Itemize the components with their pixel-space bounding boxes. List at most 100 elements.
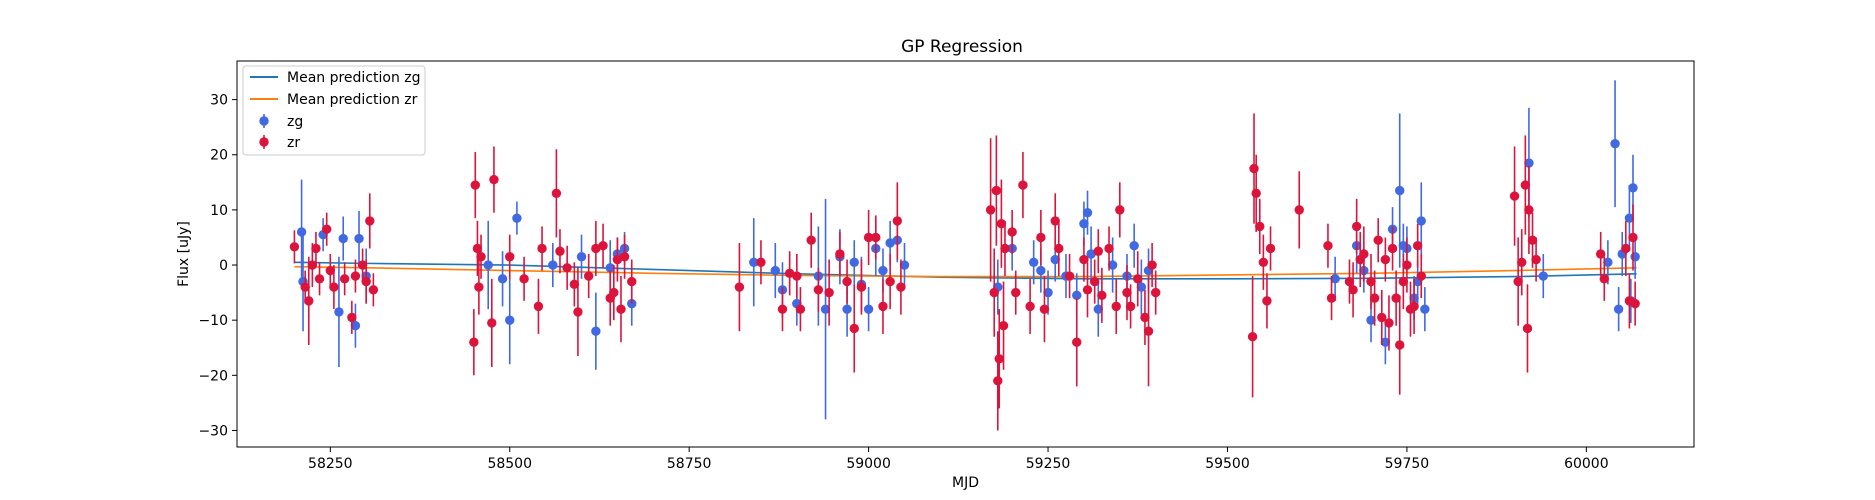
data-point bbox=[1377, 312, 1387, 323]
data-point bbox=[573, 307, 583, 317]
data-point bbox=[998, 320, 1009, 331]
data-point bbox=[1366, 315, 1376, 325]
data-point bbox=[1115, 205, 1125, 215]
data-point bbox=[1628, 232, 1638, 243]
data-point bbox=[361, 276, 371, 287]
data-point bbox=[824, 287, 834, 298]
legend-label-zg: zg bbox=[287, 114, 303, 130]
data-point bbox=[1011, 287, 1021, 298]
data-point bbox=[314, 274, 325, 284]
data-point bbox=[1395, 185, 1405, 196]
data-point bbox=[1036, 265, 1046, 276]
data-point bbox=[489, 174, 499, 185]
data-point bbox=[339, 274, 350, 284]
data-point bbox=[512, 213, 522, 223]
data-point bbox=[1395, 340, 1405, 350]
data-point bbox=[505, 315, 515, 325]
data-point bbox=[1097, 290, 1107, 301]
data-point bbox=[777, 304, 788, 314]
data-point bbox=[619, 252, 630, 262]
data-point bbox=[562, 263, 572, 273]
data-point bbox=[1348, 285, 1358, 295]
plot-area bbox=[289, 80, 1640, 431]
data-point bbox=[1630, 252, 1640, 262]
data-point bbox=[1082, 207, 1093, 218]
data-point bbox=[1140, 312, 1150, 323]
data-point bbox=[1520, 180, 1531, 190]
data-point bbox=[993, 376, 1003, 386]
y-tick-label: 30 bbox=[210, 93, 228, 109]
data-point bbox=[1603, 257, 1613, 267]
data-point bbox=[583, 271, 594, 281]
data-point bbox=[806, 235, 816, 245]
data-point bbox=[474, 282, 484, 292]
y-tick-label: −10 bbox=[198, 313, 228, 329]
legend-label-zr-mean: Mean prediction zr bbox=[287, 92, 418, 108]
data-point bbox=[505, 252, 515, 262]
data-point bbox=[1255, 221, 1265, 232]
x-tick-label: 59250 bbox=[1026, 456, 1071, 472]
data-point bbox=[1409, 301, 1419, 312]
data-point bbox=[627, 276, 637, 287]
data-point bbox=[519, 274, 529, 284]
data-point bbox=[470, 180, 480, 190]
data-point bbox=[1527, 235, 1538, 245]
data-point bbox=[1599, 274, 1609, 284]
x-tick-label: 58750 bbox=[667, 456, 712, 472]
data-point bbox=[591, 326, 601, 336]
data-point bbox=[1043, 287, 1053, 298]
data-point bbox=[1621, 243, 1631, 254]
data-point bbox=[1517, 257, 1527, 267]
data-point bbox=[1359, 249, 1369, 259]
data-point bbox=[1086, 249, 1096, 259]
data-point bbox=[1039, 304, 1050, 314]
data-point bbox=[1522, 323, 1533, 334]
x-tick-label: 59000 bbox=[846, 456, 891, 472]
data-point bbox=[842, 276, 852, 287]
data-point bbox=[472, 243, 483, 254]
y-tick-label: −20 bbox=[198, 368, 228, 384]
y-tick-label: 20 bbox=[210, 148, 228, 164]
data-point bbox=[1050, 216, 1060, 226]
data-point bbox=[813, 285, 824, 295]
data-point bbox=[1007, 227, 1017, 237]
data-point bbox=[1064, 271, 1075, 281]
data-point bbox=[991, 185, 1002, 196]
data-point bbox=[537, 243, 547, 254]
x-tick-label: 58250 bbox=[308, 456, 353, 472]
data-point bbox=[1147, 260, 1157, 270]
data-point bbox=[1054, 243, 1064, 254]
legend-dot bbox=[259, 116, 269, 126]
data-point bbox=[1513, 276, 1523, 287]
data-point bbox=[591, 243, 601, 254]
data-point bbox=[1369, 293, 1380, 303]
data-point bbox=[734, 282, 745, 292]
x-tick-label: 59500 bbox=[1205, 456, 1250, 472]
data-point bbox=[555, 246, 565, 256]
data-point bbox=[1150, 287, 1161, 298]
data-point bbox=[1380, 254, 1391, 265]
data-point bbox=[616, 304, 626, 314]
data-point bbox=[1265, 243, 1276, 254]
data-point bbox=[1143, 326, 1154, 336]
data-point bbox=[1111, 301, 1121, 312]
data-point bbox=[1391, 293, 1401, 303]
data-point bbox=[994, 354, 1004, 364]
data-point bbox=[1000, 243, 1010, 254]
data-point bbox=[347, 312, 357, 323]
y-axis-label: Flux [uJy] bbox=[176, 221, 192, 287]
data-point bbox=[863, 304, 874, 314]
data-point bbox=[1107, 260, 1118, 270]
data-point bbox=[483, 260, 493, 270]
data-point bbox=[856, 282, 867, 292]
data-point bbox=[1613, 304, 1624, 314]
data-point bbox=[533, 301, 544, 312]
data-point bbox=[368, 285, 379, 295]
data-point bbox=[605, 263, 615, 273]
data-point bbox=[1402, 260, 1412, 270]
data-point bbox=[1538, 271, 1548, 281]
data-point bbox=[598, 241, 608, 251]
data-point bbox=[1595, 249, 1606, 259]
data-point bbox=[325, 265, 336, 276]
data-point bbox=[1330, 274, 1340, 284]
